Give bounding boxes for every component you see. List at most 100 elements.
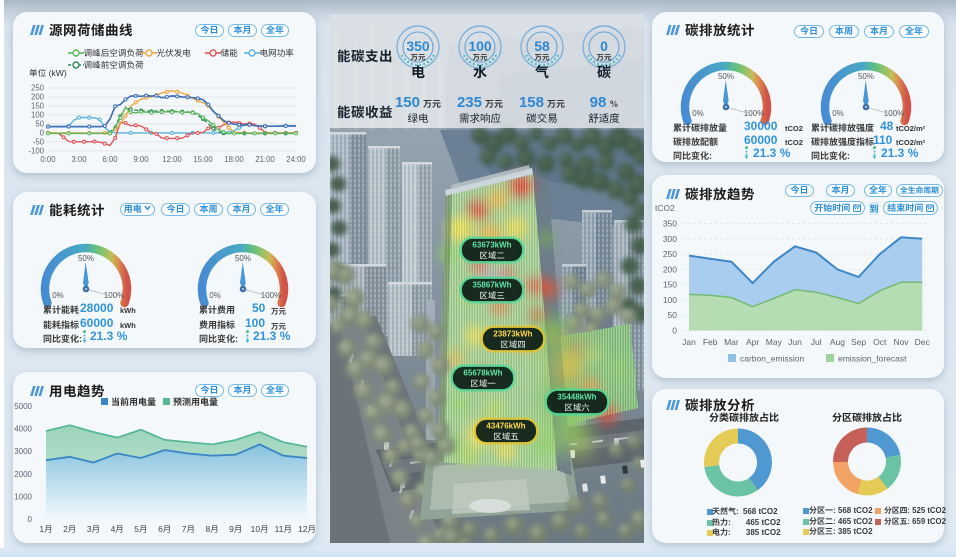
- svg-text:100: 100: [31, 111, 45, 120]
- svg-text:2月: 2月: [63, 524, 76, 534]
- svg-text:100: 100: [468, 38, 492, 54]
- svg-text:区域三: 区域三: [479, 290, 505, 302]
- svg-text:区域五: 区域五: [493, 431, 519, 443]
- svg-text:Jul: Jul: [811, 337, 822, 347]
- svg-text:21:00: 21:00: [255, 155, 275, 164]
- svg-text:Dec: Dec: [915, 337, 931, 347]
- svg-text:水: 水: [473, 62, 487, 82]
- svg-text:50%: 50%: [718, 72, 734, 81]
- svg-text:Sep: Sep: [851, 337, 866, 347]
- svg-text:气: 气: [535, 62, 549, 82]
- svg-text:50%: 50%: [78, 254, 94, 263]
- svg-text:Jun: Jun: [788, 337, 802, 347]
- svg-text:100: 100: [663, 295, 677, 305]
- svg-text:1000: 1000: [14, 492, 32, 501]
- svg-text:100%: 100%: [884, 109, 904, 118]
- svg-text:24:00: 24:00: [286, 155, 306, 164]
- svg-text:23873kWh: 23873kWh: [493, 330, 532, 339]
- svg-text:43476kWh: 43476kWh: [486, 422, 525, 431]
- svg-text:电网功率: 电网功率: [260, 48, 295, 58]
- svg-text:12月: 12月: [298, 524, 316, 534]
- svg-text:8月: 8月: [205, 524, 218, 534]
- svg-text:当前用电量: 当前用电量: [111, 397, 156, 407]
- svg-text:0%: 0%: [692, 109, 704, 118]
- svg-text:100%: 100%: [104, 291, 124, 300]
- svg-text:May: May: [766, 337, 783, 347]
- svg-text:Oct: Oct: [873, 337, 887, 347]
- svg-text:碳交易: 碳交易: [526, 111, 558, 126]
- svg-text:350: 350: [663, 219, 677, 229]
- svg-text:0: 0: [28, 515, 33, 524]
- svg-text:98%: 98%: [590, 94, 619, 111]
- svg-text:150: 150: [31, 102, 45, 111]
- svg-text:4000: 4000: [14, 425, 32, 434]
- svg-text:5000: 5000: [14, 402, 32, 411]
- svg-text:3:00: 3:00: [71, 155, 87, 164]
- svg-text:0%: 0%: [209, 291, 221, 300]
- svg-text:绿电: 绿电: [408, 111, 429, 126]
- svg-text:万元: 万元: [411, 52, 426, 63]
- svg-text:调峰后空调负荷: 调峰后空调负荷: [84, 48, 145, 58]
- svg-text:区域一: 区域一: [470, 378, 496, 390]
- svg-text:58: 58: [534, 38, 550, 54]
- svg-text:50: 50: [668, 310, 678, 320]
- svg-text:350: 350: [406, 38, 430, 54]
- svg-text:10月: 10月: [251, 524, 269, 534]
- svg-text:100%: 100%: [261, 291, 281, 300]
- svg-text:12:00: 12:00: [162, 155, 182, 164]
- svg-text:-50: -50: [33, 137, 45, 146]
- svg-text:Jan: Jan: [682, 337, 696, 347]
- svg-text:舒适度: 舒适度: [588, 111, 620, 126]
- svg-text:万元: 万元: [535, 52, 550, 63]
- svg-text:0%: 0%: [52, 291, 64, 300]
- svg-text:250: 250: [663, 249, 677, 259]
- svg-text:15:00: 15:00: [193, 155, 213, 164]
- svg-text:区域四: 区域四: [500, 339, 526, 351]
- svg-text:9:00: 9:00: [133, 155, 149, 164]
- svg-text:储能: 储能: [221, 48, 239, 58]
- svg-text:150: 150: [663, 280, 677, 290]
- svg-text:carbon_emission: carbon_emission: [740, 354, 805, 364]
- svg-text:9月: 9月: [229, 524, 242, 534]
- svg-text:4月: 4月: [111, 524, 124, 534]
- svg-text:0: 0: [600, 38, 608, 54]
- svg-text:18:00: 18:00: [224, 155, 244, 164]
- svg-text:0: 0: [40, 129, 45, 138]
- svg-text:单位 (kW): 单位 (kW): [29, 68, 67, 78]
- svg-text:0:00: 0:00: [40, 155, 56, 164]
- svg-text:50%: 50%: [858, 72, 874, 81]
- svg-text:250: 250: [31, 84, 45, 93]
- svg-text:万元: 万元: [473, 52, 488, 63]
- svg-text:200: 200: [31, 93, 45, 102]
- svg-text:7月: 7月: [182, 524, 195, 534]
- svg-text:Apr: Apr: [746, 337, 759, 347]
- svg-text:-100: -100: [28, 146, 44, 155]
- svg-text:65678kWh: 65678kWh: [463, 369, 502, 378]
- svg-text:Nov: Nov: [893, 337, 909, 347]
- svg-text:Mar: Mar: [724, 337, 739, 347]
- svg-text:Feb: Feb: [703, 337, 718, 347]
- svg-text:11月: 11月: [275, 524, 292, 534]
- svg-text:光伏发电: 光伏发电: [157, 48, 192, 58]
- svg-text:区域六: 区域六: [564, 402, 590, 414]
- svg-text:3月: 3月: [87, 524, 100, 534]
- svg-text:1月: 1月: [39, 524, 52, 534]
- svg-text:需求响应: 需求响应: [459, 111, 501, 126]
- svg-text:6:00: 6:00: [102, 155, 118, 164]
- svg-text:50%: 50%: [235, 254, 251, 263]
- svg-text:区域二: 区域二: [479, 250, 505, 262]
- svg-text:调峰前空调负荷: 调峰前空调负荷: [84, 60, 145, 70]
- svg-text:35448kWh: 35448kWh: [557, 393, 596, 402]
- svg-text:300: 300: [663, 234, 677, 244]
- svg-text:6月: 6月: [158, 524, 171, 534]
- svg-text:5月: 5月: [134, 524, 147, 534]
- svg-text:50: 50: [35, 120, 44, 129]
- svg-text:预测用电量: 预测用电量: [173, 397, 218, 407]
- svg-text:碳: 碳: [597, 62, 611, 82]
- svg-text:0: 0: [672, 326, 677, 336]
- svg-text:电: 电: [411, 62, 425, 82]
- svg-text:tCO2: tCO2: [655, 203, 675, 213]
